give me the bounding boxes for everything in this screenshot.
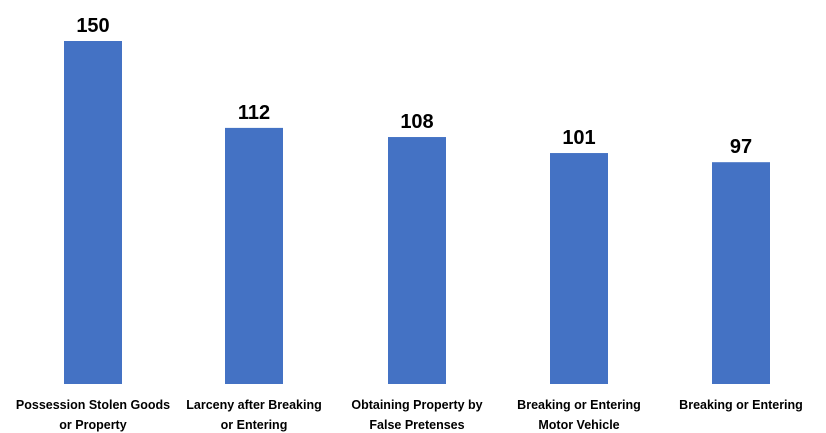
category-label-5: Breaking or Entering: [679, 398, 803, 412]
value-labels-group: 150 112 108 101 97: [76, 15, 752, 158]
bar-3: [388, 137, 446, 384]
bar-value-label-4: 101: [562, 127, 595, 149]
category-labels-group: Possession Stolen Goods or Property Larcen…: [16, 398, 803, 432]
category-label-line: or Property: [59, 418, 126, 432]
category-label-2: Larceny after Breaking or Entering: [186, 398, 321, 432]
category-label-line: Larceny after Breaking: [186, 398, 321, 412]
bar-value-label-3: 108: [400, 111, 433, 133]
category-label-line: Possession Stolen Goods: [16, 398, 170, 412]
bar-value-label-5: 97: [730, 136, 752, 158]
bar-4: [550, 153, 608, 384]
bars-group: [64, 41, 770, 384]
category-label-4: Breaking or Entering Motor Vehicle: [517, 398, 641, 432]
bar-2: [225, 127, 283, 384]
category-label-1: Possession Stolen Goods or Property: [16, 398, 170, 432]
category-label-line: Motor Vehicle: [538, 418, 619, 432]
bar-value-label-1: 150: [76, 15, 109, 37]
category-label-3: Obtaining Property by False Pretenses: [351, 398, 482, 432]
category-label-line: False Pretenses: [369, 418, 464, 432]
category-label-line: Breaking or Entering: [517, 398, 641, 412]
bar-1: [64, 41, 122, 384]
category-label-line: Obtaining Property by: [351, 398, 482, 412]
category-label-line: Breaking or Entering: [679, 398, 803, 412]
bar-value-label-2: 112: [238, 102, 270, 124]
category-label-line: or Entering: [221, 418, 288, 432]
bar-5: [712, 162, 770, 384]
